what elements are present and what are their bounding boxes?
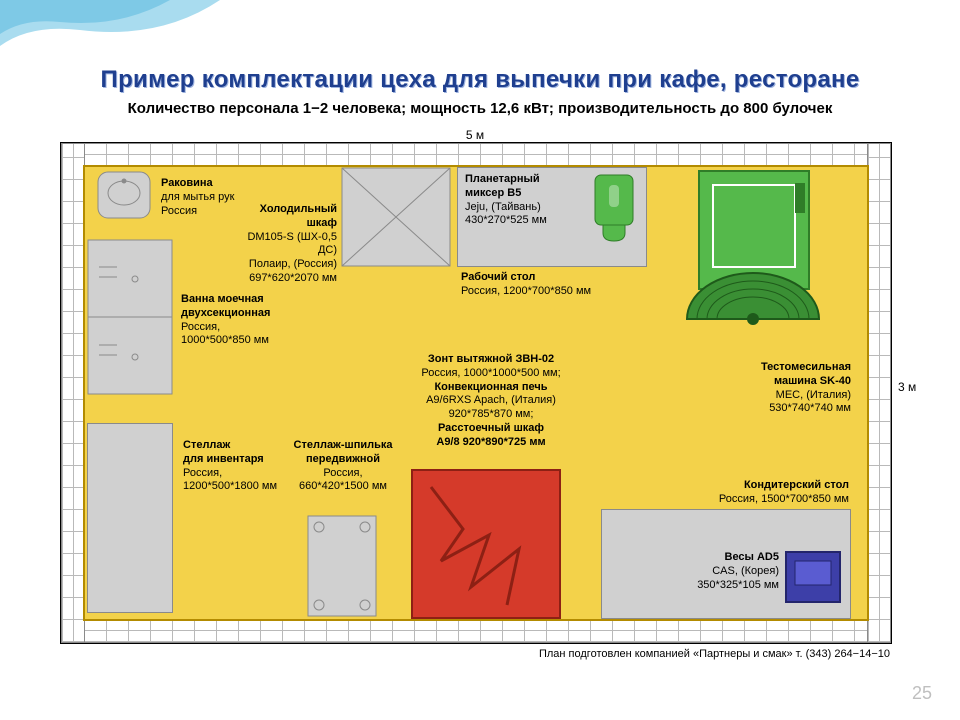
pastry-table-label: Кондитерский стол Россия, 1500*700*850 м…: [663, 479, 849, 507]
mixer-label: Планетарный миксер B5 Jeju, (Тайвань) 43…: [465, 173, 547, 228]
slide-title: Пример комплектации цеха для выпечки при…: [0, 66, 960, 94]
decor-waves: [0, 0, 960, 68]
dimension-height: 3 м: [898, 380, 916, 394]
dough-mixer-label: Тестомесильная машина SK-40 MEC, (Италия…: [681, 361, 851, 416]
oven-unit: [411, 469, 561, 619]
trolley-rack-label: Стеллаж-шпилька передвижной Россия, 660*…: [291, 439, 395, 494]
wall-right: [867, 143, 891, 643]
floor-plan: Раковина для мытья рук Россия Холодильны…: [60, 142, 892, 644]
dough-mixer-unit: [667, 169, 837, 359]
wall-top: [61, 143, 891, 167]
slide: Пример комплектации цеха для выпечки при…: [0, 0, 960, 720]
hood-oven-proof-label: Зонт вытяжной ЗВН-02 Россия, 1000*1000*5…: [401, 353, 581, 449]
scale-unit: [785, 551, 841, 603]
fridge-unit: [341, 167, 451, 267]
sink-unit: [97, 171, 151, 219]
wall-left: [61, 143, 85, 643]
page-number: 25: [912, 683, 932, 704]
wall-bottom: [61, 619, 891, 643]
scale-label: Весы AD5 CAS, (Корея) 350*325*105 мм: [661, 551, 779, 592]
dimension-width: 5 м: [60, 128, 890, 142]
sink-label: Раковина для мытья рук Россия: [161, 177, 234, 218]
inventory-rack-unit: [87, 423, 173, 613]
mixer-unit: [591, 173, 637, 243]
inventory-rack-label: Стеллаж для инвентаря Россия, 1200*500*1…: [183, 439, 277, 494]
fridge-label: Холодильный шкаф DM105-S (ШХ-0,5 ДС) Пол…: [233, 203, 337, 286]
wash-basin-label: Ванна моечная двухсекционная Россия, 100…: [181, 293, 270, 348]
work-table-label: Рабочий стол Россия, 1200*700*850 мм: [461, 271, 591, 299]
wash-basin-unit: [87, 239, 173, 395]
trolley-rack-unit: [307, 515, 377, 617]
footer-note: План подготовлен компанией «Партнеры и с…: [60, 648, 890, 660]
slide-subtitle: Количество персонала 1−2 человека; мощно…: [0, 100, 960, 117]
